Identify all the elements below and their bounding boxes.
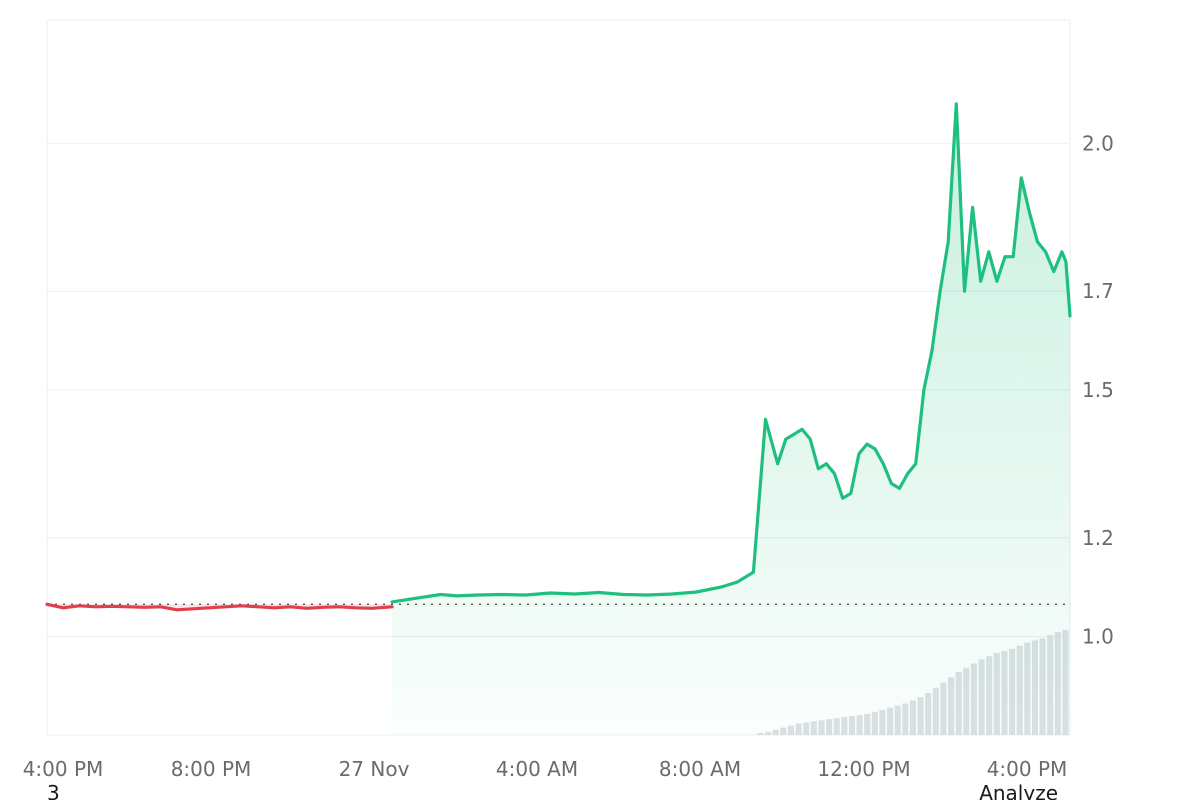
series-line-0 (45, 602, 394, 612)
y-tick-label: 2.0 (1082, 131, 1114, 155)
x-tick-label: 12:00 PM (817, 757, 910, 781)
x-tick-label: 8:00 PM (171, 757, 252, 781)
footer-left-text: 3 (47, 781, 60, 800)
series-line-1 (390, 102, 1072, 604)
y-axis-ticks: 1.0 1.2 1.5 1.7 2.0 (1082, 131, 1114, 648)
analyze-button[interactable]: Analyze (979, 781, 1058, 800)
x-tick-label: 27 Nov (339, 757, 410, 781)
y-tick-label: 1.5 (1082, 378, 1114, 402)
y-tick-label: 1.2 (1082, 526, 1114, 550)
x-tick-label: 4:00 PM (23, 757, 104, 781)
y-tick-label: 1.0 (1082, 624, 1114, 648)
series-lines (45, 102, 1072, 612)
series-area-1 (392, 103, 1071, 736)
x-tick-label: 4:00 PM (987, 757, 1068, 781)
x-tick-label: 8:00 AM (659, 757, 741, 781)
y-tick-label: 1.7 (1082, 279, 1114, 303)
x-tick-label: 4:00 AM (496, 757, 578, 781)
x-axis-ticks: 4:00 PM 8:00 PM 27 Nov 4:00 AM 8:00 AM 12:00 … (23, 757, 1068, 781)
